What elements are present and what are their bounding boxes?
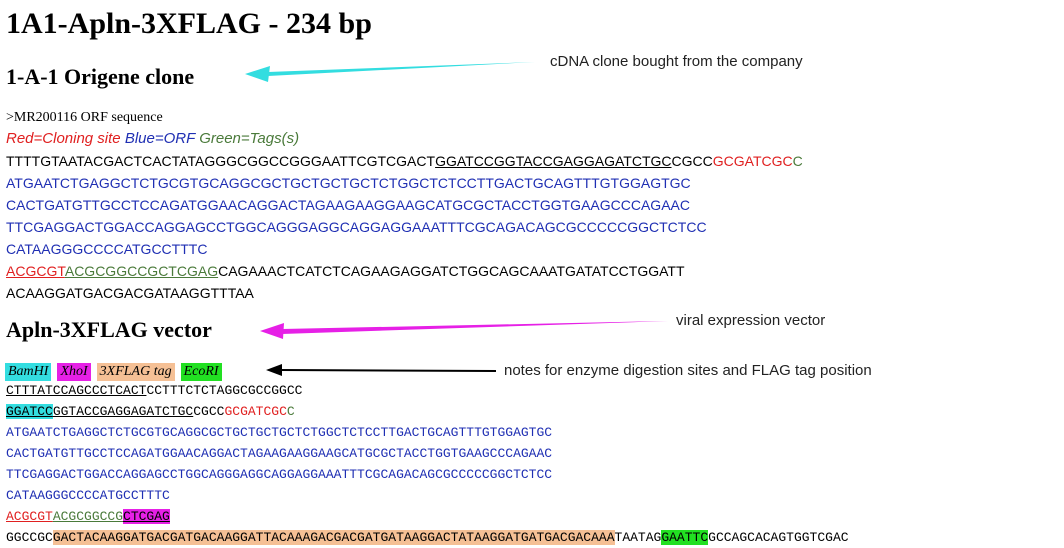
orf-line: ATGAATCTGAGGCTCTGCGTGCAGGCGCTGCTGCTGCTCT… <box>6 175 691 191</box>
sequence-line: GGATCCGGTACCGAGGAGATCTGCCGCCGCGATCGCC <box>6 401 849 422</box>
vector-sequence: CTTTATCCAGCCCTCACTCCTTTCTCTAGGCGCCGGCC G… <box>6 380 849 548</box>
legend-annotation: notes for enzyme digestion sites and FLA… <box>504 362 872 379</box>
seq-text: CGCC <box>193 404 225 419</box>
sequence-line: ACGCGTACGCGGCCGCTCGAGCAGAAACTCATCTCAGAAG… <box>6 260 803 282</box>
legend-flag: 3XFLAG tag <box>96 363 175 381</box>
origene-sequence: TTTTGTAATACGACTCACTATAGGGCGGCCGGGAATTCGT… <box>6 150 803 304</box>
seq-cloning-site: GCGATCGC <box>224 404 287 419</box>
legend-green: Green=Tags(s) <box>199 130 300 147</box>
section2-heading: Apln-3XFLAG vector <box>6 317 212 342</box>
sequence-line: ACAAGGATGACGACGATAAGGTTTAA <box>6 285 254 301</box>
black-arrow <box>266 364 497 376</box>
sequence-line: TTTTGTAATACGACTCACTATAGGGCGGCCGGGAATTCGT… <box>6 150 803 172</box>
legend-xhoi: XhoI <box>57 363 91 381</box>
seq-underlined: CTTTATCCAGCCCTCACT <box>6 383 147 398</box>
section1-annotation: cDNA clone bought from the company <box>550 53 803 70</box>
xhoi-site: CTCGAG <box>123 509 170 524</box>
seq-underlined: GGTACCGAGGAGATCTGC <box>52 404 194 419</box>
orf-line: TTCGAGGACTGGACCAGGAGCCTGGCAGGGAGGCAGGAGG… <box>6 467 553 482</box>
seq-text: GGCCGC <box>6 530 53 545</box>
section1-heading: 1-A-1 Origene clone <box>6 64 195 89</box>
sequence-line: CTTTATCCAGCCCTCACTCCTTTCTCTAGGCGCCGGCC <box>6 380 849 401</box>
seq-tag: ACGCGGCCG <box>52 509 124 524</box>
seq-tag: ACGCGGCCGCTCGAG <box>64 263 219 279</box>
seq-text: CAGAAACTCATCTCAGAAGAGGATCTGGCAGCAAATGATA… <box>218 263 685 279</box>
orf-line: CACTGATGTTGCCTCCAGATGGAACAGGACTAGAAGAAGG… <box>6 197 690 213</box>
site-legend: BamHI XhoI 3XFLAG tag EcoRI <box>5 362 228 381</box>
color-legend: Red=Cloning site Blue=ORF Green=Tags(s) <box>6 130 299 147</box>
seq-text: TTTTGTAATACGACTCACTATAGGGCGGCCGGGAATTCGT… <box>6 153 436 169</box>
seq-underlined: GGATCCGGTACCGAGGAGATCTGC <box>435 153 672 169</box>
legend-red: Red=Cloning site <box>6 130 121 147</box>
seq-tag: C <box>792 153 803 169</box>
seq-text: TAATAG <box>614 530 662 545</box>
legend-bamhi: BamHI <box>5 363 52 381</box>
seq-text: CCTTTCTCTAGGCGCCGGCC <box>146 383 303 398</box>
orf-line: CACTGATGTTGCCTCCAGATGGAACAGGACTAGAAGAAGG… <box>6 446 553 461</box>
seq-text: GCCAGCACAGTGGTCGAC <box>708 530 849 545</box>
orf-line: TTCGAGGACTGGACCAGGAGCCTGGCAGGGAGGCAGGAGG… <box>6 219 707 235</box>
magenta-arrow <box>260 321 668 339</box>
bamhi-site: GGATCC <box>6 404 53 419</box>
orf-header: >MR200116 ORF sequence <box>6 110 163 125</box>
orf-line: CATAAGGGCCCCATGCCTTTC <box>6 488 170 503</box>
seq-cloning-site: GCGATCGC <box>712 153 793 169</box>
seq-tag: C <box>286 404 295 419</box>
seq-cloning-site: ACGCGT <box>6 263 65 279</box>
seq-text: CGCC <box>671 153 713 169</box>
legend-blue: Blue=ORF <box>124 130 196 147</box>
orf-line: ATGAATCTGAGGCTCTGCGTGCAGGCGCTGCTGCTGCTCT… <box>6 425 553 440</box>
orf-line: CATAAGGGCCCCATGCCTTTC <box>6 241 208 257</box>
cyan-arrow <box>245 62 535 82</box>
ecori-site: GAATTC <box>661 530 709 545</box>
page-title: 1A1-Apln-3XFLAG - 234 bp <box>6 7 372 40</box>
section2-annotation: viral expression vector <box>676 312 826 329</box>
seq-cloning-site: ACGCGT <box>6 509 53 524</box>
sequence-line: ACGCGTACGCGGCCGCTCGAG <box>6 506 849 527</box>
flag-tag: GACTACAAGGATGACGATGACAAGGATTACAAAGACGACG… <box>52 530 615 545</box>
legend-ecori: EcoRI <box>180 363 222 381</box>
sequence-line: GGCCGCGACTACAAGGATGACGATGACAAGGATTACAAAG… <box>6 527 849 548</box>
